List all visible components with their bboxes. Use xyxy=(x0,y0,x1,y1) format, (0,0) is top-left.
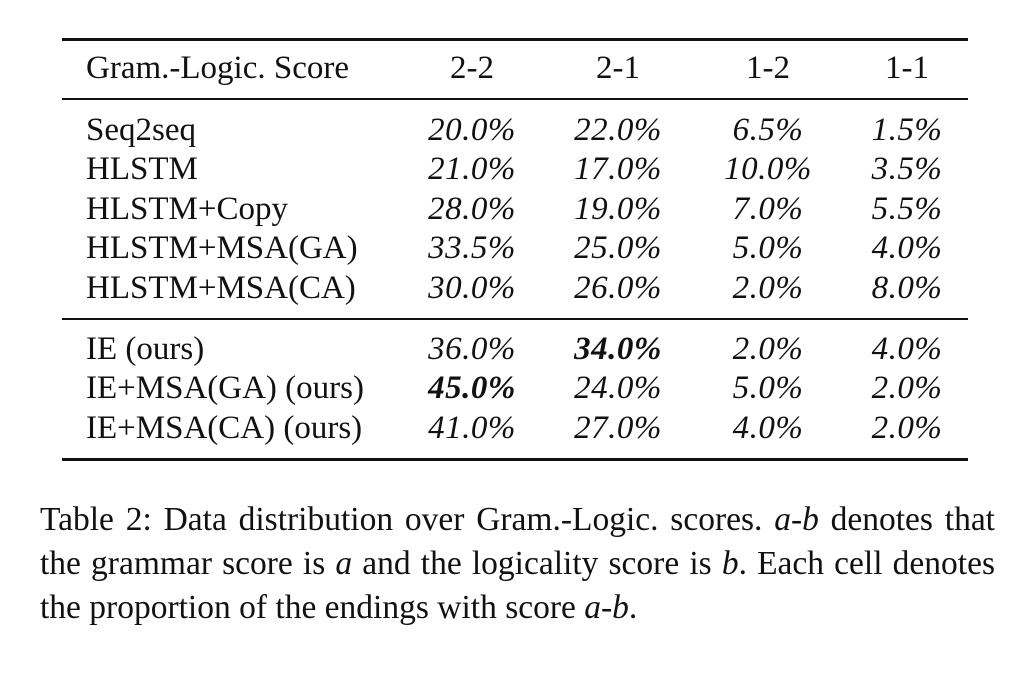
header-col-1-2: 1-2 xyxy=(746,50,790,86)
table-row: HLSTM+Copy 28.0% 19.0% 7.0% 5.5% xyxy=(62,189,968,229)
table-caption: Table 2: Data distribution over Gram.-Lo… xyxy=(40,501,995,626)
row-value-best: 34.0% xyxy=(574,331,662,367)
row-value: 26.0% xyxy=(574,270,662,306)
header-col-2-1: 2-1 xyxy=(596,50,640,86)
caption-label: Table 2: xyxy=(40,501,152,538)
row-value: 30.0% xyxy=(428,270,516,306)
row-value: 41.0% xyxy=(428,410,516,446)
caption-var: b xyxy=(721,545,739,582)
row-model-name: IE+MSA(GA) (ours) xyxy=(86,370,364,406)
row-model-name: HLSTM+Copy xyxy=(86,191,288,227)
row-model-name: Seq2seq xyxy=(86,112,196,148)
table-top-rule xyxy=(62,38,968,41)
caption-var: a-b xyxy=(774,501,819,538)
table-row: HLSTM+MSA(GA) 33.5% 25.0% 5.0% 4.0% xyxy=(62,228,968,268)
row-value: 7.0% xyxy=(732,191,804,227)
table-row: Seq2seq 20.0% 22.0% 6.5% 1.5% xyxy=(62,110,968,150)
caption-var: a xyxy=(335,545,353,582)
row-value: 1.5% xyxy=(871,112,943,148)
table-row: IE+MSA(GA) (ours) 45.0% 24.0% 5.0% 2.0% xyxy=(62,368,968,408)
table-group-rule xyxy=(62,318,968,320)
row-value: 36.0% xyxy=(428,331,516,367)
row-value-best: 45.0% xyxy=(428,370,516,406)
row-value: 19.0% xyxy=(574,191,662,227)
row-value: 21.0% xyxy=(428,151,516,187)
row-value: 5.0% xyxy=(732,370,804,406)
row-value: 2.0% xyxy=(871,370,943,406)
table-header-rule xyxy=(62,98,968,100)
row-value: 25.0% xyxy=(574,230,662,266)
table-bottom-rule xyxy=(62,458,968,461)
row-value: 5.5% xyxy=(871,191,943,227)
row-value: 5.0% xyxy=(732,230,804,266)
caption-var: a-b xyxy=(584,589,629,626)
row-model-name: IE+MSA(CA) (ours) xyxy=(86,410,363,446)
header-label: Gram.-Logic. Score xyxy=(86,50,349,86)
row-value: 8.0% xyxy=(871,270,943,306)
row-value: 28.0% xyxy=(428,191,516,227)
table-row: IE (ours) 36.0% 34.0% 2.0% 4.0% xyxy=(62,329,968,369)
row-value: 4.0% xyxy=(732,410,804,446)
row-value: 2.0% xyxy=(732,331,804,367)
row-value: 17.0% xyxy=(574,151,662,187)
row-model-name: IE (ours) xyxy=(86,331,205,367)
row-value: 2.0% xyxy=(732,270,804,306)
row-value: 4.0% xyxy=(871,230,943,266)
row-value: 20.0% xyxy=(428,112,516,148)
row-value: 10.0% xyxy=(724,151,812,187)
table-header-row: Gram.-Logic. Score 2-2 2-1 1-2 1-1 xyxy=(62,48,968,88)
row-value: 2.0% xyxy=(871,410,943,446)
table-row: HLSTM+MSA(CA) 30.0% 26.0% 2.0% 8.0% xyxy=(62,268,968,308)
row-value: 24.0% xyxy=(574,370,662,406)
header-col-1-1: 1-1 xyxy=(885,50,929,86)
row-value: 33.5% xyxy=(428,230,516,266)
row-model-name: HLSTM xyxy=(86,151,198,187)
row-model-name: HLSTM+MSA(CA) xyxy=(86,270,356,306)
row-value: 6.5% xyxy=(732,112,804,148)
row-value: 4.0% xyxy=(871,331,943,367)
row-value: 22.0% xyxy=(574,112,662,148)
row-model-name: HLSTM+MSA(GA) xyxy=(86,230,358,266)
row-value: 27.0% xyxy=(574,410,662,446)
table-row: IE+MSA(CA) (ours) 41.0% 27.0% 4.0% 2.0% xyxy=(62,408,968,448)
header-col-2-2: 2-2 xyxy=(450,50,494,86)
table-row: HLSTM 21.0% 17.0% 10.0% 3.5% xyxy=(62,149,968,189)
row-value: 3.5% xyxy=(871,151,943,187)
